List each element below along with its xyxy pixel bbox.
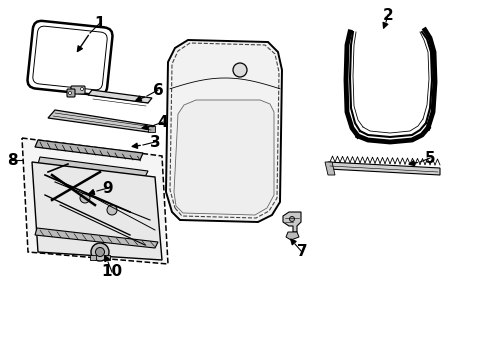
FancyBboxPatch shape <box>67 89 75 97</box>
Polygon shape <box>328 162 440 175</box>
Text: 9: 9 <box>103 180 113 195</box>
Polygon shape <box>88 90 152 103</box>
Polygon shape <box>48 110 155 132</box>
Circle shape <box>107 205 117 215</box>
Text: 6: 6 <box>152 82 163 98</box>
Circle shape <box>80 87 83 90</box>
Polygon shape <box>148 126 155 132</box>
Bar <box>104 255 110 260</box>
Polygon shape <box>22 138 168 264</box>
Polygon shape <box>35 228 158 248</box>
Text: 4: 4 <box>158 114 168 130</box>
Text: 7: 7 <box>296 244 307 260</box>
FancyBboxPatch shape <box>27 21 113 95</box>
Bar <box>90 255 96 260</box>
Polygon shape <box>286 232 299 240</box>
Text: 10: 10 <box>101 265 122 279</box>
Circle shape <box>290 216 294 221</box>
Polygon shape <box>32 162 162 260</box>
Circle shape <box>94 185 100 191</box>
Text: 2: 2 <box>383 8 393 23</box>
Polygon shape <box>166 40 282 222</box>
Text: 1: 1 <box>95 15 105 31</box>
Text: 8: 8 <box>7 153 17 167</box>
Text: 3: 3 <box>149 135 160 149</box>
Circle shape <box>69 91 72 95</box>
Circle shape <box>80 193 90 203</box>
Polygon shape <box>35 140 143 160</box>
Circle shape <box>91 243 109 261</box>
Circle shape <box>233 63 247 77</box>
Circle shape <box>46 166 54 174</box>
Polygon shape <box>283 212 301 232</box>
Circle shape <box>70 185 76 192</box>
FancyBboxPatch shape <box>71 86 85 94</box>
Circle shape <box>49 185 55 191</box>
Polygon shape <box>325 162 335 175</box>
Circle shape <box>96 248 104 256</box>
Polygon shape <box>38 157 148 177</box>
Text: 5: 5 <box>425 150 435 166</box>
Polygon shape <box>174 100 274 215</box>
